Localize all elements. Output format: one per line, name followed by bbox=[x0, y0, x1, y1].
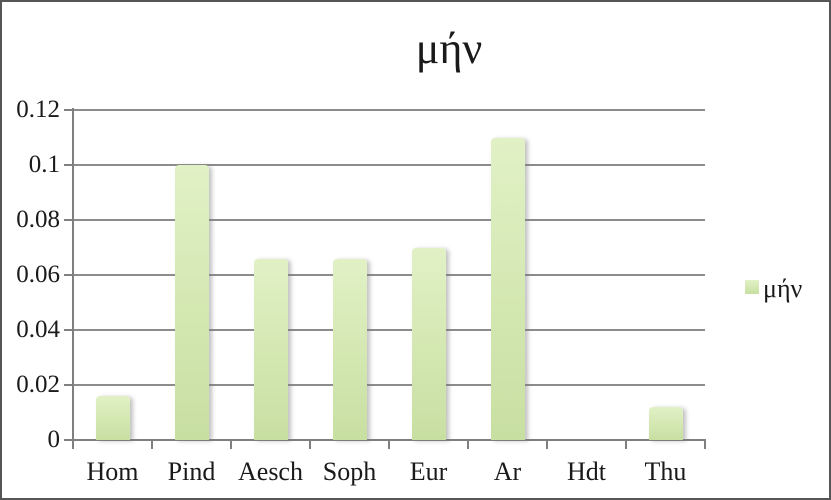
x-axis-label: Hdt bbox=[567, 457, 606, 486]
x-tick bbox=[151, 440, 153, 449]
y-tick bbox=[64, 109, 73, 111]
x-axis-label: Hom bbox=[86, 457, 139, 486]
y-axis-label: 0.04 bbox=[16, 316, 60, 343]
bar-ar bbox=[490, 137, 525, 440]
y-tick bbox=[64, 274, 73, 276]
gridline bbox=[73, 109, 705, 111]
legend-swatch-icon bbox=[745, 280, 759, 294]
x-tick bbox=[704, 440, 706, 449]
y-tick bbox=[64, 384, 73, 386]
x-axis-label: Eur bbox=[409, 457, 448, 486]
y-axis-label: 0.08 bbox=[16, 206, 60, 233]
bar-hom bbox=[95, 396, 130, 440]
bar-pind bbox=[174, 165, 209, 440]
gridline bbox=[73, 164, 705, 166]
x-axis-label: Ar bbox=[493, 457, 522, 486]
x-axis-label: Pind bbox=[167, 457, 216, 486]
legend-label: μήν bbox=[763, 274, 803, 303]
x-tick bbox=[230, 440, 232, 449]
y-axis-label: 0.02 bbox=[16, 371, 60, 398]
x-tick bbox=[388, 440, 390, 449]
x-tick bbox=[309, 440, 311, 449]
y-axis-label: 0.12 bbox=[16, 96, 60, 123]
y-tick bbox=[64, 219, 73, 221]
chart-title: μήν bbox=[415, 24, 483, 73]
gridline bbox=[73, 274, 705, 276]
bar-thu bbox=[648, 407, 683, 440]
x-tick bbox=[625, 440, 627, 449]
legend: μήν bbox=[745, 276, 802, 302]
bar-eur bbox=[411, 247, 446, 440]
x-tick bbox=[546, 440, 548, 449]
x-axis-label: Aesch bbox=[238, 457, 303, 486]
x-axis-label: Soph bbox=[322, 457, 377, 486]
gridline bbox=[73, 219, 705, 221]
y-tick bbox=[64, 329, 73, 331]
gridline bbox=[73, 329, 705, 331]
y-axis-line bbox=[72, 108, 74, 442]
y-axis-label: 0 bbox=[47, 426, 61, 453]
y-axis-label: 0.06 bbox=[16, 261, 60, 288]
bar-soph bbox=[332, 258, 367, 440]
bar-aesch bbox=[253, 258, 288, 440]
x-axis-label: Thu bbox=[644, 457, 687, 486]
x-tick bbox=[467, 440, 469, 449]
y-tick bbox=[64, 439, 73, 441]
gridline bbox=[73, 384, 705, 386]
y-axis-label: 0.1 bbox=[28, 151, 60, 178]
x-tick bbox=[72, 440, 74, 449]
y-tick bbox=[64, 164, 73, 166]
